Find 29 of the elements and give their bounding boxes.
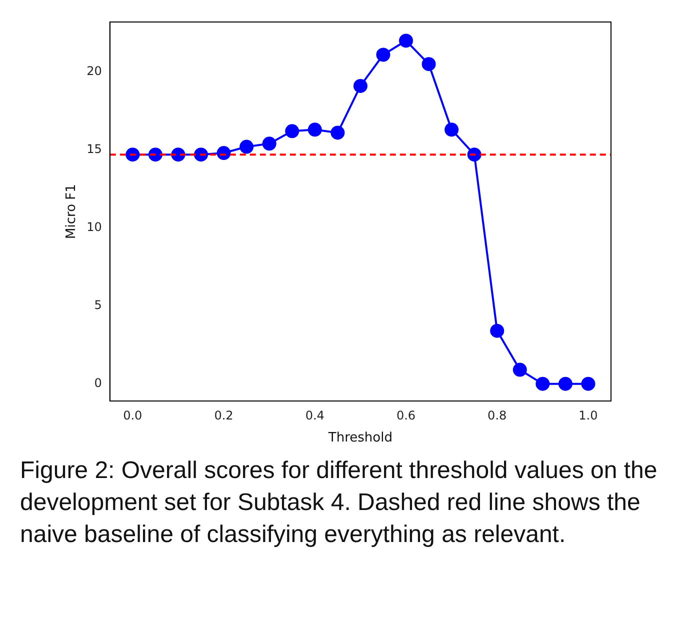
- x-axis-title: Threshold: [327, 430, 392, 446]
- x-tick-label: 0.6: [396, 408, 416, 422]
- point: [353, 78, 368, 93]
- point: [398, 34, 413, 48]
- point: [490, 324, 504, 338]
- point: [558, 376, 572, 391]
- x-tick-label: 0.0: [123, 408, 142, 422]
- point: [444, 122, 459, 137]
- point: [308, 122, 322, 137]
- x-tick-label: 1.0: [578, 408, 598, 422]
- point: [240, 140, 254, 154]
- x-tick-label: 0.2: [214, 408, 234, 422]
- point: [512, 362, 527, 377]
- y-tick-label: 10: [86, 220, 102, 234]
- x-tick-label: 0.8: [488, 408, 507, 422]
- y-tick-label: 20: [86, 64, 102, 78]
- point: [285, 124, 300, 138]
- y-tick-label: 15: [86, 142, 102, 156]
- point: [262, 136, 276, 151]
- point: [422, 57, 436, 72]
- point: [536, 376, 550, 391]
- y-tick-label: 0: [94, 376, 102, 390]
- y-axis-title: Micro F1: [64, 184, 80, 239]
- x-tick-label: 0.4: [305, 408, 324, 422]
- y-tick-label: 5: [94, 298, 102, 312]
- point: [376, 48, 390, 62]
- point: [581, 376, 596, 391]
- point: [330, 126, 345, 140]
- caption: Figure 2: Overall scores for different threshold values on the development set for Subtask 4. Dashed red line shows the naive baseline of classifying everything as relevant.: [20, 456, 658, 550]
